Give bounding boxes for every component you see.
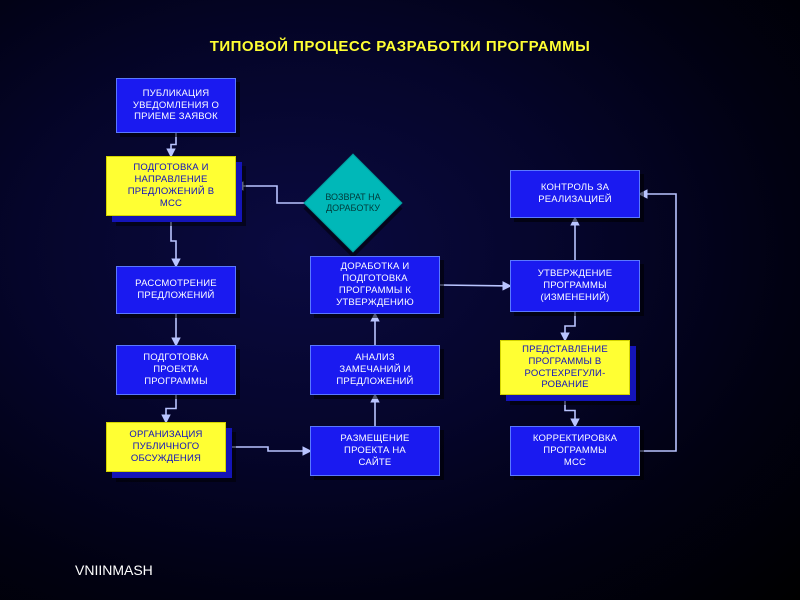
flow-edge xyxy=(565,312,575,340)
flow-edge xyxy=(171,133,176,156)
process-node-highlight: ПРЕДСТАВЛЕНИЕ ПРОГРАММЫ В РОСТЕХРЕГУЛИ- … xyxy=(500,340,630,395)
node-label: КОРРЕКТИРОВКА ПРОГРАММЫ МСС xyxy=(533,433,617,469)
node-label: ПУБЛИКАЦИЯ УВЕДОМЛЕНИЯ О ПРИЕМЕ ЗАЯВОК xyxy=(133,88,219,124)
process-node: РАССМОТРЕНИЕ ПРЕДЛОЖЕНИЙ xyxy=(116,266,236,314)
node-label: ВОЗВРАТ НА ДОРАБОТКУ xyxy=(310,160,396,246)
flowchart-stage: ТИПОВОЙ ПРОЦЕСС РАЗРАБОТКИ ПРОГРАММЫ ПУБ… xyxy=(0,0,800,600)
node-label: ПОДГОТОВКА И НАПРАВЛЕНИЕ ПРЕДЛОЖЕНИЙ В М… xyxy=(128,162,215,210)
process-node: ПОДГОТОВКА ПРОЕКТА ПРОГРАММЫ xyxy=(116,345,236,395)
process-node: РАЗМЕЩЕНИЕ ПРОЕКТА НА САЙТЕ xyxy=(310,426,440,476)
diagram-title: ТИПОВОЙ ПРОЦЕСС РАЗРАБОТКИ ПРОГРАММЫ xyxy=(0,38,800,55)
flow-edge xyxy=(166,395,176,422)
process-node: ДОРАБОТКА И ПОДГОТОВКА ПРОГРАММЫ К УТВЕР… xyxy=(310,256,440,314)
node-label: РАССМОТРЕНИЕ ПРЕДЛОЖЕНИЙ xyxy=(135,278,217,302)
process-node: ПУБЛИКАЦИЯ УВЕДОМЛЕНИЯ О ПРИЕМЕ ЗАЯВОК xyxy=(116,78,236,133)
process-node: КОРРЕКТИРОВКА ПРОГРАММЫ МСС xyxy=(510,426,640,476)
node-label: АНАЛИЗ ЗАМЕЧАНИЙ И ПРЕДЛОЖЕНИЙ xyxy=(336,352,413,388)
node-label: ОРГАНИЗАЦИЯ ПУБЛИЧНОГО ОБСУЖДЕНИЯ xyxy=(129,429,202,465)
node-label: ДОРАБОТКА И ПОДГОТОВКА ПРОГРАММЫ К УТВЕР… xyxy=(336,261,414,309)
node-label: ПОДГОТОВКА ПРОЕКТА ПРОГРАММЫ xyxy=(143,352,208,388)
footer-label: VNIINMASH xyxy=(75,562,153,578)
process-node-highlight: ОРГАНИЗАЦИЯ ПУБЛИЧНОГО ОБСУЖДЕНИЯ xyxy=(106,422,226,472)
flow-edge xyxy=(640,194,676,451)
node-label: КОНТРОЛЬ ЗА РЕАЛИЗАЦИЕЙ xyxy=(538,182,612,206)
flow-edge xyxy=(565,395,575,426)
node-label: ПРЕДСТАВЛЕНИЕ ПРОГРАММЫ В РОСТЕХРЕГУЛИ- … xyxy=(522,344,608,392)
process-node: УТВЕРЖДЕНИЕ ПРОГРАММЫ (ИЗМЕНЕНИЙ) xyxy=(510,260,640,312)
flow-edge xyxy=(226,447,310,451)
decision-node: ВОЗВРАТ НА ДОРАБОТКУ xyxy=(318,168,388,238)
node-label: РАЗМЕЩЕНИЕ ПРОЕКТА НА САЙТЕ xyxy=(340,433,409,469)
flow-edge xyxy=(171,216,176,266)
node-label: УТВЕРЖДЕНИЕ ПРОГРАММЫ (ИЗМЕНЕНИЙ) xyxy=(538,268,613,304)
flow-edge xyxy=(440,285,510,286)
process-node: КОНТРОЛЬ ЗА РЕАЛИЗАЦИЕЙ xyxy=(510,170,640,218)
process-node: АНАЛИЗ ЗАМЕЧАНИЙ И ПРЕДЛОЖЕНИЙ xyxy=(310,345,440,395)
process-node-highlight: ПОДГОТОВКА И НАПРАВЛЕНИЕ ПРЕДЛОЖЕНИЙ В М… xyxy=(106,156,236,216)
